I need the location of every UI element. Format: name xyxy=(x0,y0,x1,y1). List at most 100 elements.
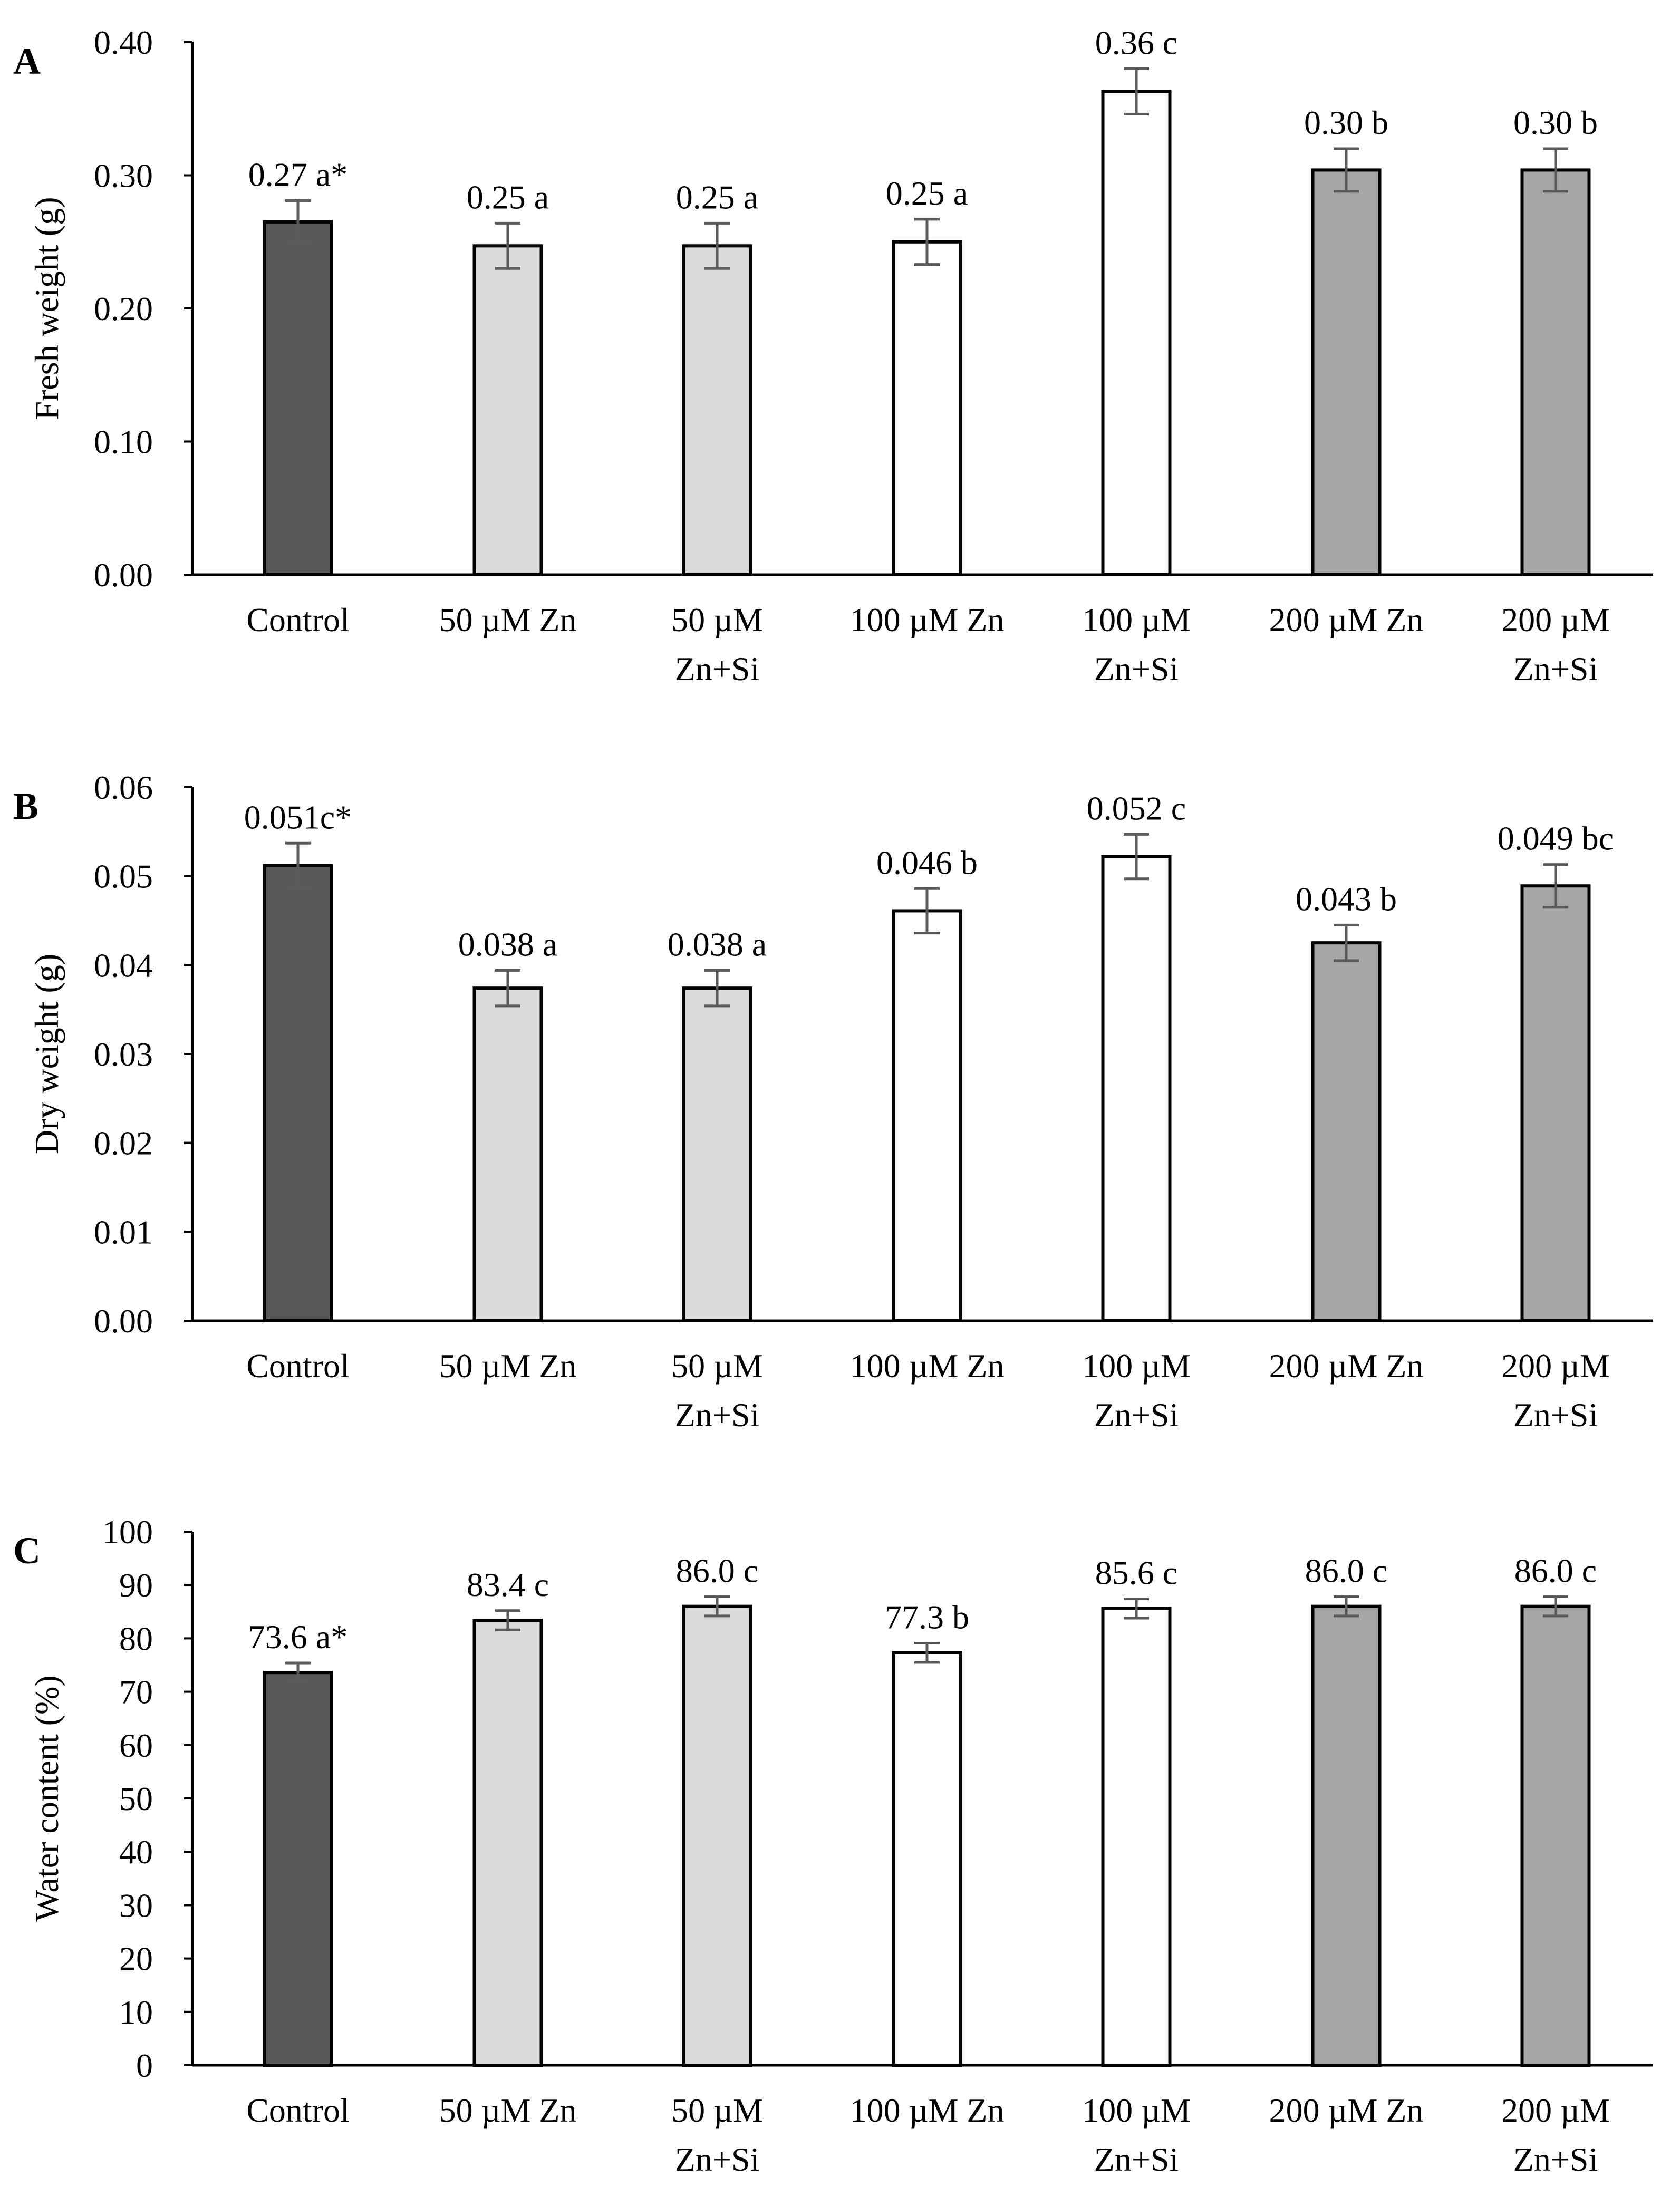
bar xyxy=(682,986,752,1322)
x-category-label: Control xyxy=(246,601,350,638)
y-tick-label: 80 xyxy=(119,1620,153,1657)
bar xyxy=(1520,1604,1591,2067)
y-tick-label: 0.01 xyxy=(94,1213,153,1251)
data-label: 85.6 c xyxy=(1095,1554,1177,1592)
data-label: 73.6 a* xyxy=(248,1618,347,1656)
data-label: 0.36 c xyxy=(1095,24,1177,62)
y-tick-label: 20 xyxy=(119,1940,153,1978)
y-tick-label: 90 xyxy=(119,1566,153,1604)
x-category-label: 200 µM Zn xyxy=(1269,601,1424,638)
y-tick-label: 10 xyxy=(119,1994,153,2031)
data-label: 83.4 c xyxy=(467,1566,549,1603)
x-category-label: 50 µM xyxy=(671,601,763,638)
bar xyxy=(263,1671,333,2067)
bar xyxy=(472,1618,543,2067)
bar xyxy=(472,986,543,1322)
x-category-label: 200 µM xyxy=(1501,601,1610,638)
y-tick-label: 0.02 xyxy=(94,1125,153,1162)
data-label: 86.0 c xyxy=(1305,1552,1387,1589)
bar xyxy=(1311,941,1382,1322)
data-label: 0.30 b xyxy=(1513,104,1598,141)
chart-panel-a: A Fresh weight (g) 0.00 0.10 0.20 0.30 0.40 0.2… xyxy=(13,24,1653,688)
data-label: 0.049 bc xyxy=(1498,820,1614,857)
bar xyxy=(682,1604,752,2067)
y-tick-label: 0.04 xyxy=(94,946,153,984)
y-tick-label: 60 xyxy=(119,1727,153,1764)
bar xyxy=(472,244,543,576)
x-category-label: Zn+Si xyxy=(1094,2141,1179,2178)
chart-panel-b: B Dry weight (g) 0.00 0.01 0.02 0.03 0.04 0.05 0… xyxy=(13,769,1653,1434)
x-category-label: Zn+Si xyxy=(1094,650,1179,688)
x-category-label: 50 µM Zn xyxy=(439,2092,577,2129)
data-label: 86.0 c xyxy=(1514,1552,1597,1589)
y-tick-label: 0.00 xyxy=(94,1302,153,1340)
panel-letter: C xyxy=(13,1530,41,1572)
y-tick-label: 0.05 xyxy=(94,858,153,895)
x-category-label: Zn+Si xyxy=(675,1396,760,1434)
y-tick-label: 70 xyxy=(119,1673,153,1711)
x-category-label: Zn+Si xyxy=(1513,2141,1598,2178)
x-category-label: 100 µM xyxy=(1082,1347,1191,1385)
x-category-label: 100 µM Zn xyxy=(850,1347,1005,1385)
x-category-label: 200 µM xyxy=(1501,1347,1610,1385)
bar xyxy=(1101,90,1172,577)
bar xyxy=(1101,855,1172,1323)
bar xyxy=(892,909,962,1322)
x-category-label: Zn+Si xyxy=(1513,1396,1598,1434)
data-label: 0.27 a* xyxy=(248,156,347,193)
x-category-label: 200 µM Zn xyxy=(1269,1347,1424,1385)
bar xyxy=(263,220,333,576)
y-tick-label: 50 xyxy=(119,1780,153,1817)
bar xyxy=(892,1651,962,2067)
x-category-label: Zn+Si xyxy=(675,650,760,688)
x-category-label: 50 µM xyxy=(671,2092,763,2129)
data-label: 0.046 b xyxy=(876,844,978,881)
data-label: 0.043 b xyxy=(1296,880,1397,917)
x-category-label: Control xyxy=(246,2092,350,2129)
bar xyxy=(892,240,962,576)
y-axis-title: Fresh weight (g) xyxy=(28,197,65,420)
x-category-label: 200 µM xyxy=(1501,2092,1610,2129)
y-tick-label: 100 xyxy=(102,1513,153,1551)
y-axis-title: Dry weight (g) xyxy=(28,954,65,1154)
x-category-label: 50 µM Zn xyxy=(439,1347,577,1385)
x-category-label: 100 µM xyxy=(1082,601,1191,638)
y-tick-label: 0.10 xyxy=(94,423,153,461)
y-tick-label: 0.03 xyxy=(94,1036,153,1073)
panel-letter: B xyxy=(13,785,38,827)
data-label: 0.25 a xyxy=(886,175,968,212)
y-tick-label: 0.40 xyxy=(94,24,153,61)
y-tick-label: 30 xyxy=(119,1886,153,1924)
y-tick-label: 0.20 xyxy=(94,290,153,327)
bar xyxy=(1520,168,1591,576)
x-category-label: 50 µM xyxy=(671,1347,763,1385)
y-axis-title: Water content (%) xyxy=(28,1675,65,1922)
data-label: 0.25 a xyxy=(676,178,758,216)
data-label: 0.25 a xyxy=(467,178,549,216)
y-tick-label: 0 xyxy=(136,2047,153,2084)
bar xyxy=(263,864,333,1322)
x-category-label: Zn+Si xyxy=(1513,650,1598,688)
chart-panel-c: C Water content (%) 0 10 20 30 40 50 60 70 80 90 100… xyxy=(13,1513,1653,2178)
data-label: 0.038 a xyxy=(458,925,557,963)
data-label: 0.051c* xyxy=(244,798,352,836)
bar xyxy=(1311,168,1382,576)
y-tick-label: 0.06 xyxy=(94,769,153,806)
y-tick-label: 40 xyxy=(119,1833,153,1871)
x-category-label: 50 µM Zn xyxy=(439,601,577,638)
data-label: 86.0 c xyxy=(676,1552,758,1589)
x-category-label: Zn+Si xyxy=(1094,1396,1179,1434)
panel-letter: A xyxy=(13,40,41,82)
x-category-label: 100 µM Zn xyxy=(850,601,1005,638)
x-category-label: Zn+Si xyxy=(675,2141,760,2178)
x-category-label: 100 µM xyxy=(1082,2092,1191,2129)
data-label: 0.30 b xyxy=(1304,104,1388,141)
x-category-label: 100 µM Zn xyxy=(850,2092,1005,2129)
x-category-label: 200 µM Zn xyxy=(1269,2092,1424,2129)
y-tick-label: 0.00 xyxy=(94,556,153,594)
bar xyxy=(1311,1604,1382,2067)
bar xyxy=(1101,1607,1172,2067)
y-tick-label: 0.30 xyxy=(94,157,153,195)
x-category-label: Control xyxy=(246,1347,350,1385)
